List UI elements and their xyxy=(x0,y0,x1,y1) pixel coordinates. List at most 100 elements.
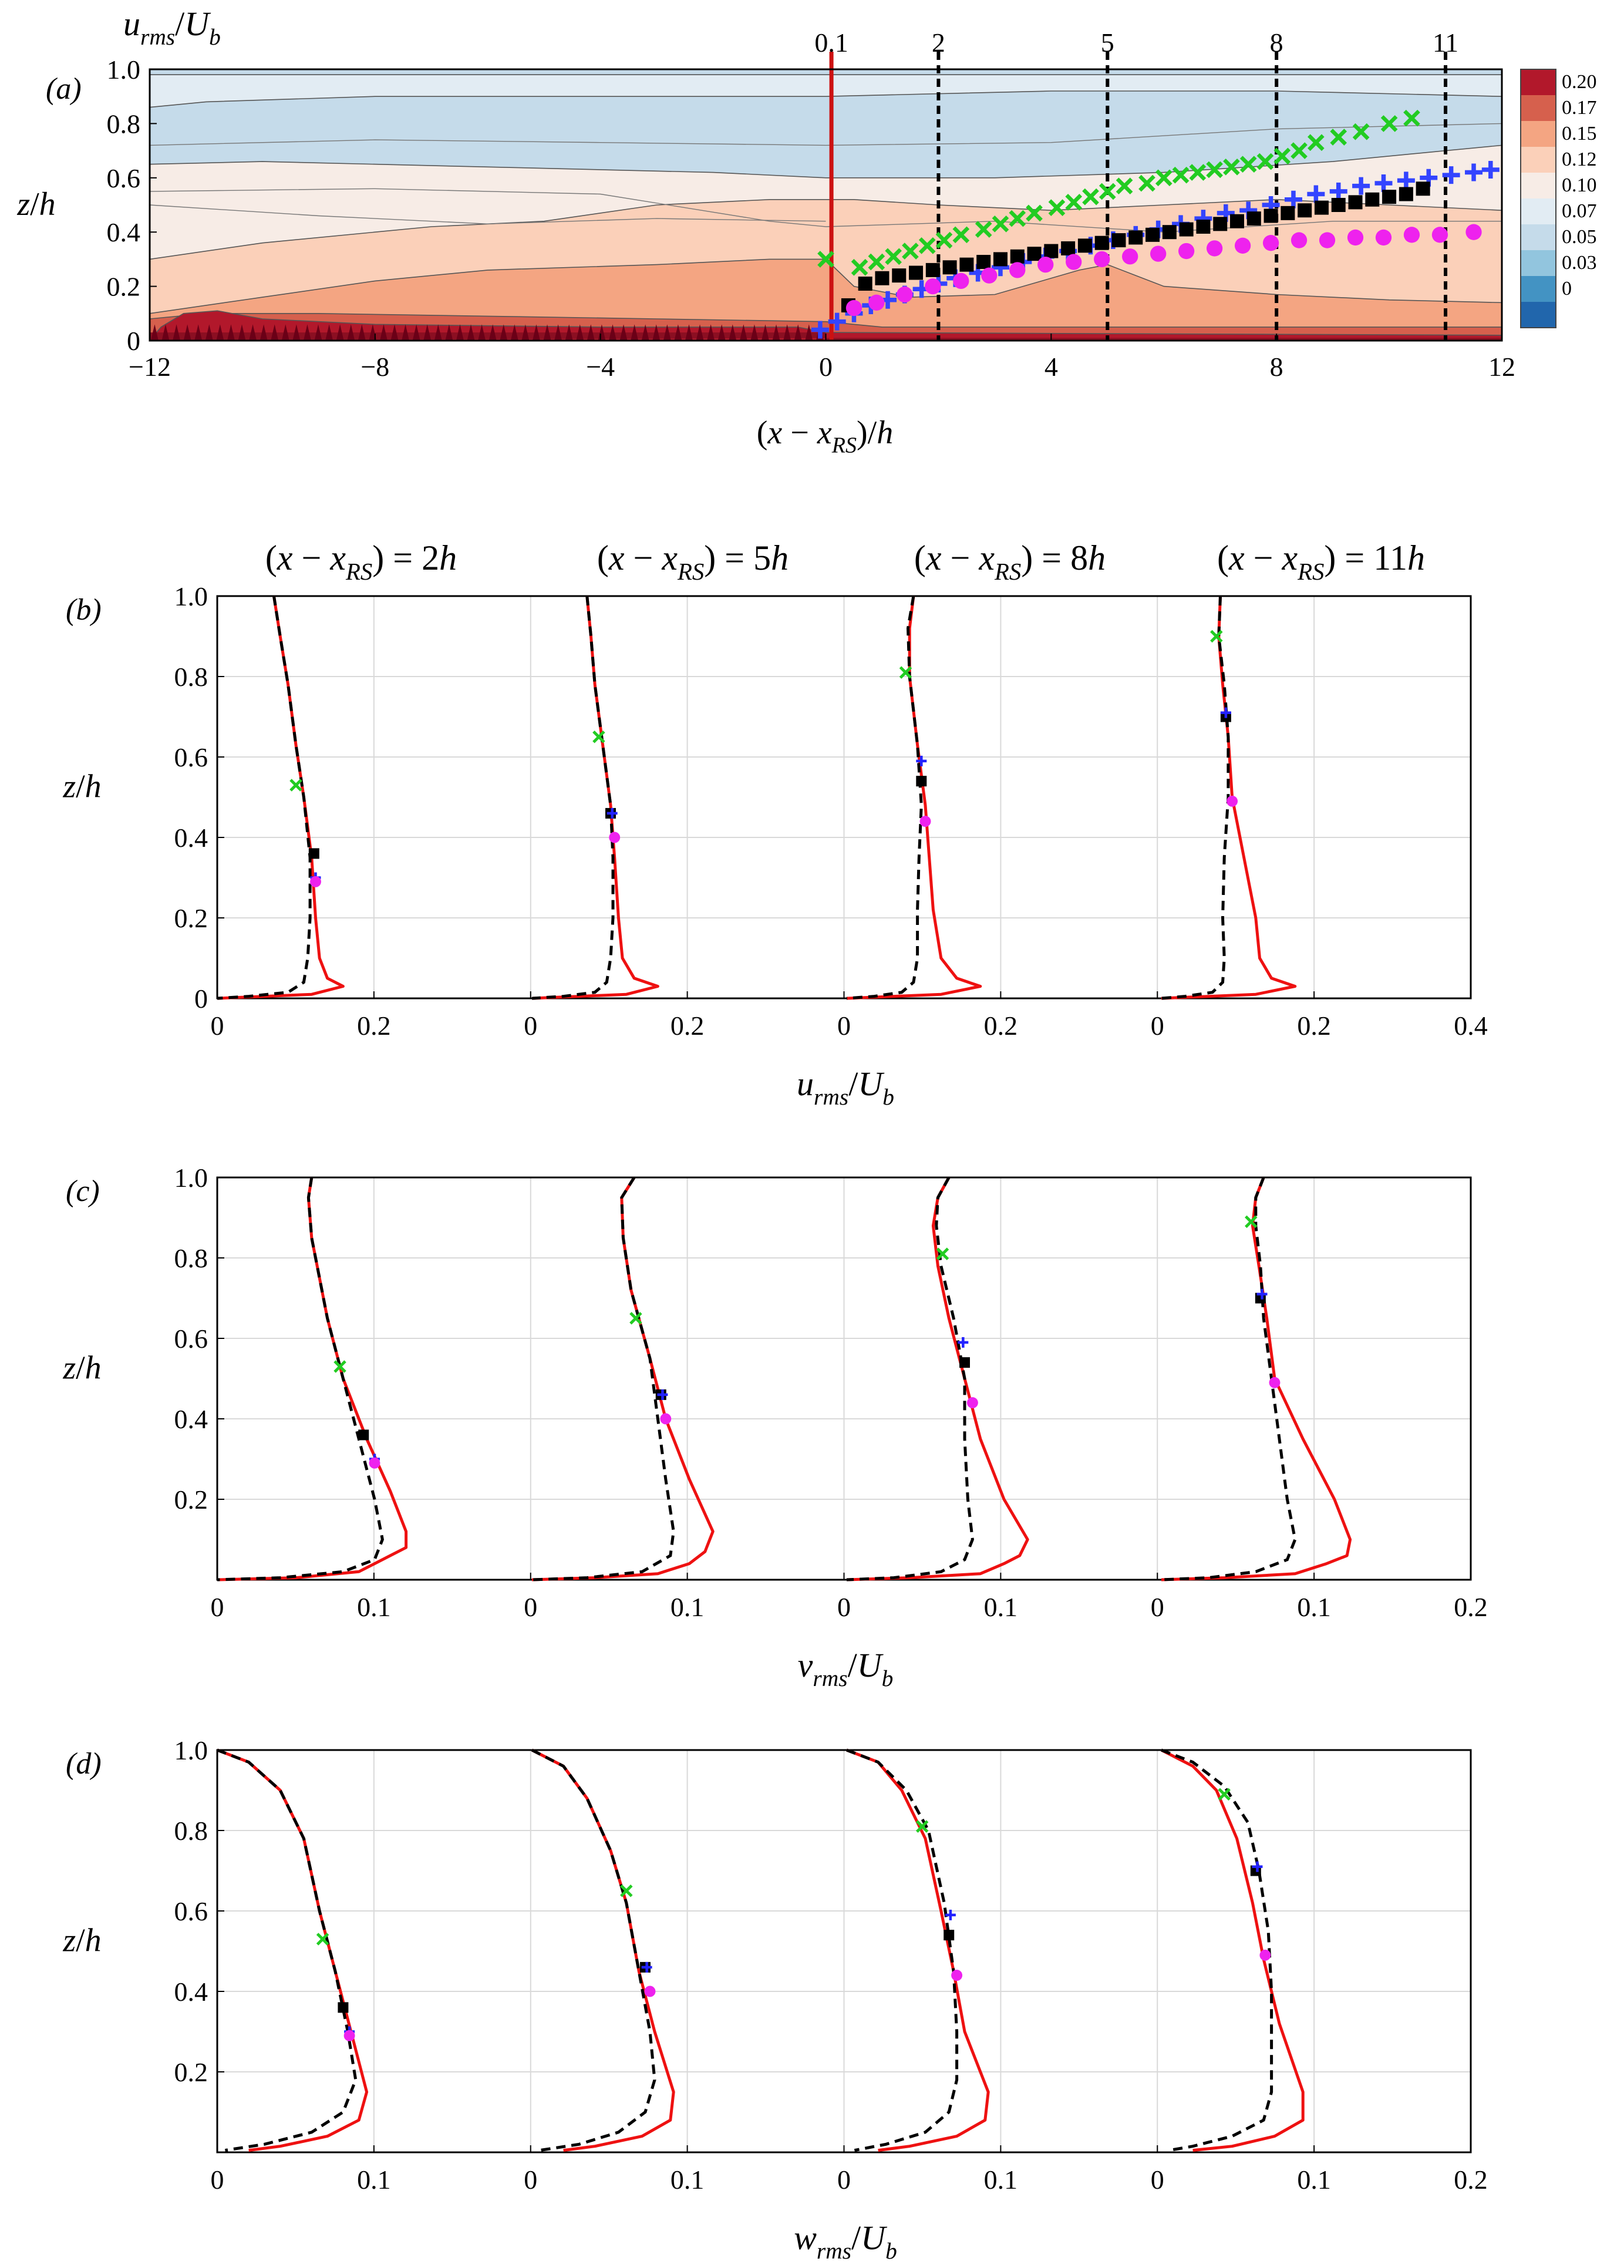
series-marker-circle xyxy=(1009,262,1026,278)
label-part: ) = 8 xyxy=(1021,539,1088,577)
series-marker-+ xyxy=(1465,163,1483,181)
profile-marker-black xyxy=(944,1930,955,1941)
x-tick-label: 0 xyxy=(819,352,833,382)
colorbar-segment xyxy=(1521,69,1556,96)
series-marker-x xyxy=(868,253,885,271)
profile-dashed-line xyxy=(846,1176,974,1581)
x-tick-label: 0.1 xyxy=(984,1592,1018,1622)
roughness-element xyxy=(707,324,715,341)
profile-marker-green xyxy=(899,666,912,679)
roughness-element xyxy=(576,324,584,341)
profile-marker-magenta xyxy=(966,1397,978,1409)
roughness-element xyxy=(641,324,649,341)
label-part: − xyxy=(624,539,662,577)
series-marker-circle xyxy=(1262,235,1279,251)
y-tick-label: 1.0 xyxy=(174,581,208,611)
x-tick-label: 0 xyxy=(524,1592,537,1622)
roughness-element xyxy=(227,324,235,341)
y-tick-label: 0.8 xyxy=(174,1243,208,1273)
panel-label: (b) xyxy=(66,593,102,627)
label-part: x xyxy=(661,539,678,577)
series-marker-x xyxy=(1026,204,1043,222)
roughness-element xyxy=(619,324,628,341)
series-marker-circle xyxy=(1150,245,1167,262)
series-marker-circle xyxy=(1465,224,1482,240)
profile-marker-blue xyxy=(657,1389,668,1400)
y-tick-label: 0.2 xyxy=(174,2057,208,2087)
roughness-element xyxy=(456,324,464,341)
label-part: rms xyxy=(140,24,175,50)
panel-label: (c) xyxy=(66,1175,100,1208)
series-marker-x xyxy=(1065,194,1083,211)
series-marker-square xyxy=(1128,230,1143,245)
label-part: ( xyxy=(757,415,768,451)
profile-marker-green xyxy=(915,1820,929,1833)
profile-marker-green xyxy=(333,1360,346,1373)
label-part: x xyxy=(1228,539,1245,577)
roughness-element xyxy=(488,324,497,341)
roughness-element xyxy=(325,324,333,341)
y-tick-label: 0.2 xyxy=(174,903,208,933)
label-part: rms xyxy=(817,2238,851,2264)
series-marker-+ xyxy=(1397,171,1415,190)
series-marker-circle xyxy=(1066,254,1082,270)
x-tick-label: 0.1 xyxy=(357,2165,391,2195)
panel-label-a: (a) xyxy=(46,72,82,106)
label-part: z xyxy=(16,186,30,223)
x-tick-label: 0.2 xyxy=(671,1011,705,1041)
panel-c: 0 0.1 0 0.1 0 0.1 0 0.1 0.20.20.40.60.81.0(c)z/h… xyxy=(62,1163,1487,1691)
label-part: h xyxy=(1407,539,1425,577)
series-marker-circle xyxy=(897,286,913,303)
profile-marker-magenta xyxy=(609,832,621,843)
profile-marker-black xyxy=(338,2002,349,2013)
y-tick-label: 0.8 xyxy=(174,662,208,692)
roughness-element xyxy=(729,324,737,341)
contour-title: urms/Ub xyxy=(123,5,221,50)
profile-marker-green xyxy=(289,779,302,792)
profile-marker-magenta xyxy=(369,1457,380,1469)
profile-dashed-line xyxy=(217,595,312,1000)
y-tick-label: 0.4 xyxy=(174,1977,208,2007)
x-tick-label: −4 xyxy=(586,352,615,382)
y-tick-label: 0 xyxy=(194,984,208,1014)
contour-level-0.10-lower xyxy=(150,74,1502,341)
series-marker-x xyxy=(952,226,970,244)
colorbar-segment xyxy=(1521,302,1556,328)
label-part: ( xyxy=(914,539,926,577)
roughness-element xyxy=(281,324,289,341)
y-tick-label: 0.8 xyxy=(174,1816,208,1846)
series-marker-x xyxy=(935,231,953,249)
x-tick-label: 0 xyxy=(211,1592,224,1622)
profile-dashed-line xyxy=(531,1176,675,1581)
panel-d: 0 0.1 0 0.1 0 0.1 0 0.1 0.20.20.40.60.81.0(d)z/h… xyxy=(62,1735,1487,2264)
profile-marker-green xyxy=(629,1311,642,1325)
profile-dashed-line xyxy=(217,1748,358,2152)
roughness-element xyxy=(194,324,203,341)
colorbar-label: 0.20 xyxy=(1562,71,1597,93)
series-marker-square xyxy=(1298,203,1312,218)
series-marker-circle xyxy=(1403,227,1420,243)
profile-marker-magenta xyxy=(343,2030,355,2041)
series-marker-x xyxy=(1239,156,1257,173)
label-part: − xyxy=(292,539,330,577)
red-line-label: 0.1 xyxy=(814,28,848,58)
series-marker-circle xyxy=(1375,229,1392,246)
series-marker-+ xyxy=(1329,182,1347,200)
label-part: b xyxy=(885,2238,897,2264)
series-marker-+ xyxy=(828,312,846,331)
y-tick-label: 1.0 xyxy=(174,1735,208,1765)
label-part: u xyxy=(123,5,140,43)
label-part: h xyxy=(877,415,893,451)
series-marker-square xyxy=(875,271,890,285)
label-part: x xyxy=(608,539,625,577)
label-part: z xyxy=(62,1350,76,1387)
label-part: (c) xyxy=(66,1175,100,1208)
roughness-element xyxy=(336,324,344,341)
label-part: / xyxy=(175,5,185,43)
label-part: rms xyxy=(814,1084,848,1110)
y-tick-label: 0 xyxy=(127,326,140,356)
profile-marker-green xyxy=(316,1933,329,1946)
series-marker-+ xyxy=(1352,177,1370,195)
roughness-element xyxy=(379,324,388,341)
series-marker-square xyxy=(1246,211,1261,226)
